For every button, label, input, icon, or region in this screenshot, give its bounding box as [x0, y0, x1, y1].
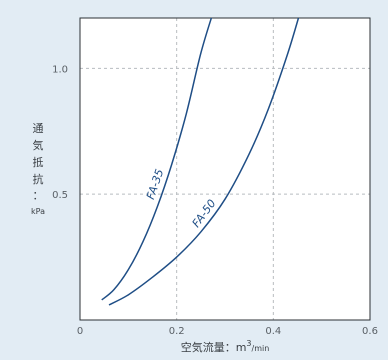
y-tick-label: 1.0 — [52, 64, 68, 75]
x-tick-label: 0.6 — [362, 326, 378, 337]
plot-frame — [79, 17, 371, 321]
y-title-colon: ： — [33, 189, 44, 202]
y-title-char-1: 通 — [33, 122, 44, 135]
x-tick-label: 0.4 — [265, 326, 281, 337]
y-title-char-4: 抗 — [33, 172, 44, 186]
x-axis-title: 空気流量：m3/min — [181, 339, 270, 354]
plot-area — [80, 18, 370, 320]
y-tick-label: 0.5 — [52, 190, 68, 201]
y-title-char-3: 抵 — [33, 155, 44, 169]
y-axis-title: 通 気 抵 抗 ： kPa — [31, 122, 45, 216]
y-title-char-2: 気 — [33, 138, 44, 152]
x-tick-label: 0 — [77, 326, 83, 337]
x-tick-label: 0.2 — [169, 326, 185, 337]
series-line-fa-35 — [101, 18, 213, 301]
y-title-unit: kPa — [31, 207, 45, 216]
tick-labels: 0 0.2 0.4 0.6 0.5 1.0 — [52, 64, 378, 337]
series-line-fa-50 — [108, 18, 300, 306]
grid — [80, 18, 370, 320]
